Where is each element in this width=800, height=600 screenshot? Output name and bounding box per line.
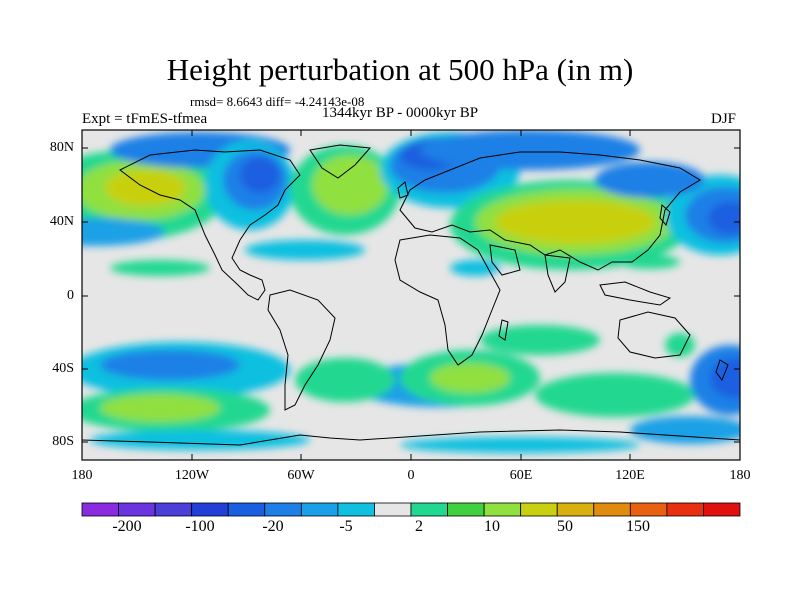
colorbar-box bbox=[410, 502, 448, 517]
colorbar-label: -5 bbox=[339, 518, 353, 535]
lon-ticks bbox=[81, 130, 741, 460]
colorbar-label: -100 bbox=[185, 518, 215, 535]
colorbar-box bbox=[300, 502, 339, 517]
lat-ticks bbox=[82, 147, 740, 443]
colorbar-label: 150 bbox=[626, 518, 650, 535]
colorbar-box bbox=[593, 502, 631, 517]
colorbar-box bbox=[483, 502, 522, 517]
lon-label-60w: 60W bbox=[287, 468, 315, 483]
lon-label-180e: 180 bbox=[729, 468, 751, 483]
season-label: DJF bbox=[711, 111, 737, 127]
colorbar-label: 2 bbox=[415, 518, 423, 535]
lon-label-120w: 120W bbox=[174, 468, 210, 483]
colorbar-box bbox=[154, 502, 193, 517]
lat-label-40s: 40S bbox=[52, 361, 74, 376]
lat-label-80n: 80N bbox=[49, 140, 74, 155]
coastlines bbox=[82, 144, 740, 446]
lon-label-120e: 120E bbox=[615, 468, 645, 483]
colorbar-box bbox=[227, 502, 266, 517]
lon-label-0: 0 bbox=[407, 468, 415, 483]
contour-field bbox=[82, 130, 740, 460]
colorbar-box bbox=[118, 502, 156, 517]
colorbar-box bbox=[191, 502, 229, 517]
colorbar-box bbox=[666, 502, 704, 517]
period-label: 1344kyr BP - 0000kyr BP bbox=[322, 105, 479, 121]
colorbar bbox=[81, 502, 741, 517]
lat-label-80s: 80S bbox=[52, 434, 74, 449]
map-title: Height perturbation at 500 hPa (in m) bbox=[166, 52, 634, 87]
rmsd-stats: rmsd= 8.6643 diff= -4.24143e-08 bbox=[190, 94, 365, 109]
lat-label-40n: 40N bbox=[49, 214, 74, 229]
colorbar-label: -200 bbox=[112, 518, 142, 535]
colorbar-label: -20 bbox=[262, 518, 284, 535]
lat-label-eq: 0 bbox=[67, 288, 74, 303]
colorbar-box bbox=[556, 502, 595, 517]
lon-label-180w: 180 bbox=[71, 468, 93, 483]
experiment-label: Expt = tFmES-tfmea bbox=[82, 111, 208, 127]
colorbar-box bbox=[447, 502, 485, 517]
lon-label-60e: 60E bbox=[509, 468, 533, 483]
colorbar-box bbox=[629, 502, 668, 517]
colorbar-box bbox=[374, 502, 412, 517]
colorbar-label: 10 bbox=[484, 518, 500, 535]
colorbar-box bbox=[264, 502, 302, 517]
colorbar-box bbox=[703, 502, 741, 517]
colorbar-label: 50 bbox=[557, 518, 573, 535]
colorbar-box bbox=[81, 502, 119, 517]
colorbar-box bbox=[337, 502, 375, 517]
colorbar-box bbox=[520, 502, 558, 517]
